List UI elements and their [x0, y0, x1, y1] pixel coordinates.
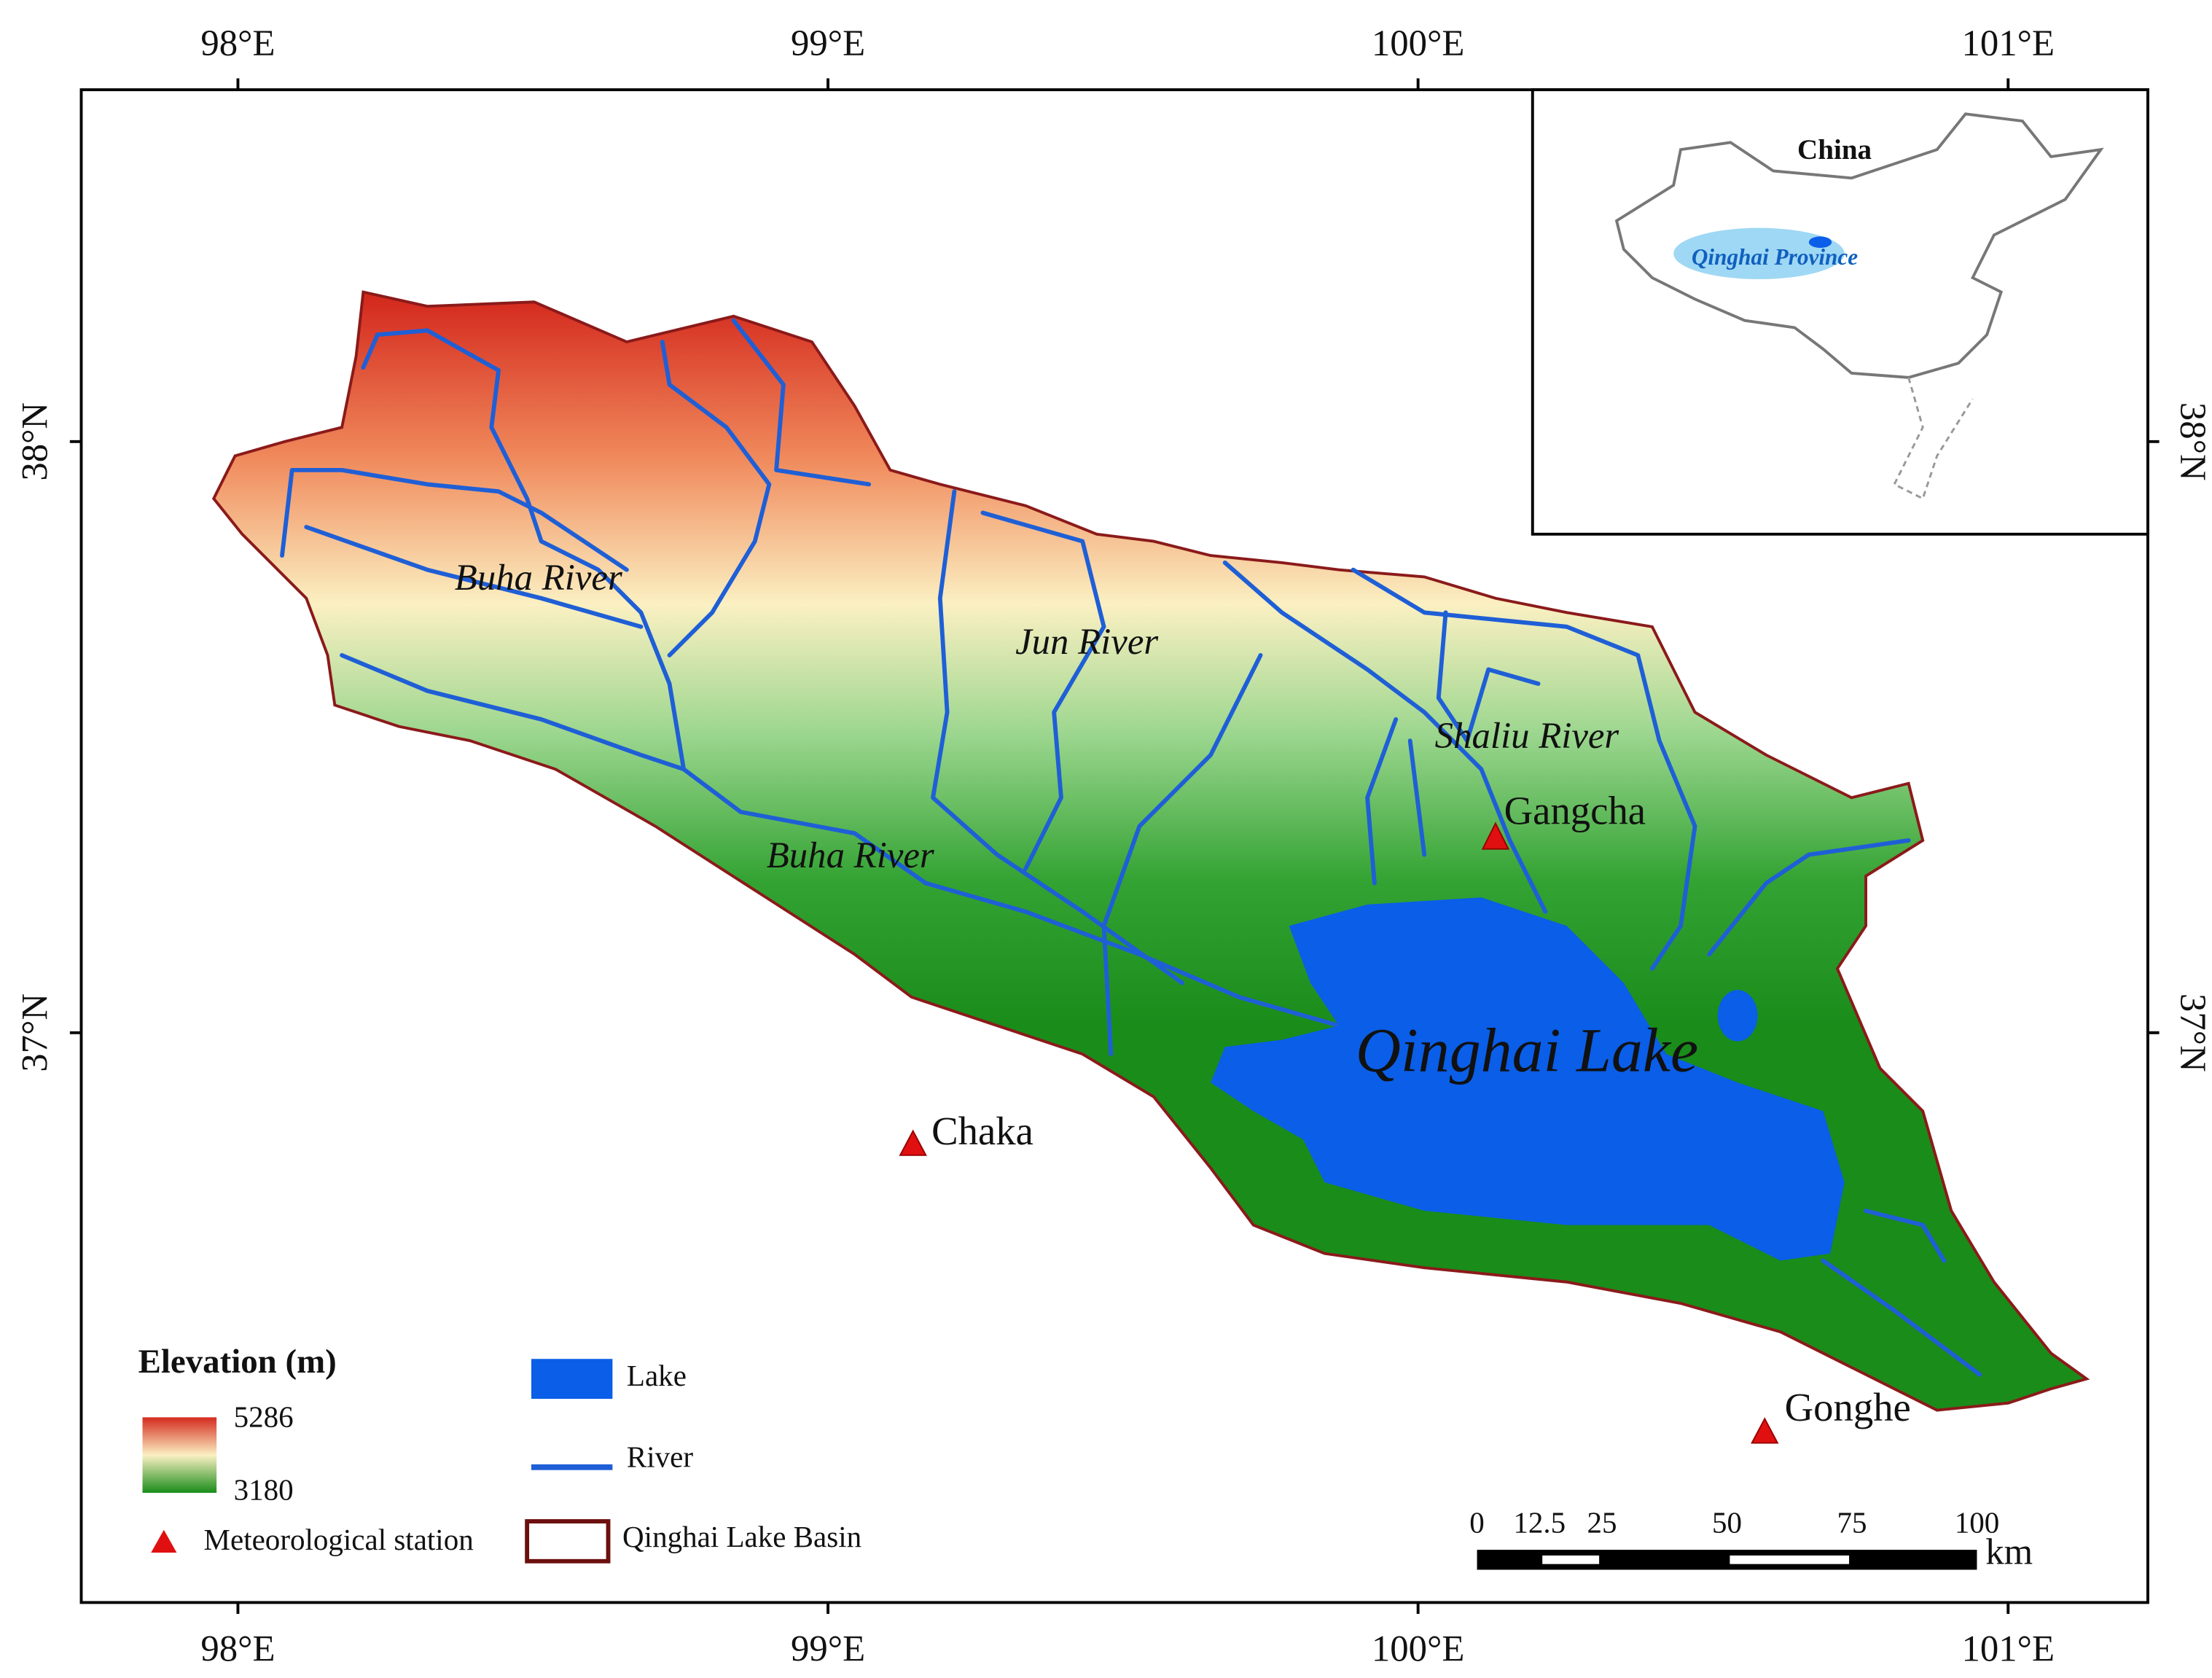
- station-marker: [1481, 822, 1510, 850]
- scale-label: 12.5: [1513, 1505, 1566, 1539]
- islands: [1893, 377, 1974, 501]
- legend-river: River: [627, 1440, 693, 1473]
- longitude-label: 99°E: [791, 1628, 865, 1669]
- longitude-label: 100°E: [1372, 1628, 1465, 1669]
- station-marker: [899, 1129, 927, 1156]
- river-label: Shaliu River: [1435, 715, 1619, 756]
- legend-station: Meteorological station: [204, 1523, 474, 1556]
- latitude-label: 37°N: [2173, 994, 2212, 1072]
- station-label: Gonghe: [1785, 1385, 1911, 1429]
- station-label: Chaka: [931, 1109, 1033, 1153]
- legend-title: Elevation (m): [138, 1343, 337, 1381]
- inset-map: China Qinghai Province: [1531, 88, 2149, 536]
- latitude-label: 38°N: [15, 402, 55, 481]
- longitude-label: 101°E: [1961, 23, 2055, 63]
- scale-label: 75: [1837, 1505, 1867, 1539]
- longitude-label: 99°E: [791, 23, 865, 63]
- longitude-label: 98°E: [200, 1628, 275, 1669]
- station-label: Gangcha: [1504, 788, 1646, 832]
- scale-bar: km 0 12.5 25 50 75 100: [1469, 1505, 2033, 1572]
- elevation-max: 5286: [234, 1400, 294, 1434]
- station-marker: [1751, 1417, 1779, 1444]
- scale-unit: km: [1985, 1531, 2033, 1572]
- legend-basin: Qinghai Lake Basin: [622, 1520, 861, 1553]
- scale-bar-segment: [1542, 1555, 1600, 1564]
- legend: Elevation (m) 5286 3180 Meteorological s…: [138, 1343, 861, 1564]
- scale-label: 0: [1469, 1505, 1485, 1539]
- rivers: [280, 318, 1982, 1377]
- china-outline: [1614, 112, 2104, 379]
- river-label: Buha River: [767, 835, 934, 875]
- scale-bar-segment: [1730, 1555, 1850, 1564]
- inset-country: China: [1797, 134, 1872, 165]
- latitude-label: 38°N: [2173, 402, 2212, 481]
- longitude-label: 101°E: [1961, 1628, 2055, 1669]
- lake: [1211, 897, 1845, 1261]
- qinghai-province: [1673, 227, 1845, 280]
- legend-lake: Lake: [627, 1359, 687, 1392]
- inset-province: Qinghai Province: [1692, 244, 1858, 270]
- station-swatch: [151, 1529, 177, 1553]
- lake-label: Qinghai Lake: [1356, 1015, 1698, 1085]
- longitude-label: 100°E: [1372, 23, 1465, 63]
- scale-label: 50: [1712, 1505, 1742, 1539]
- inset-frame: [1531, 88, 2149, 536]
- scale-label: 25: [1587, 1505, 1617, 1539]
- lake-swatch: [531, 1359, 613, 1399]
- small-lake: [1717, 990, 1758, 1042]
- elevation-min: 3180: [234, 1472, 294, 1506]
- basin-swatch: [525, 1519, 611, 1564]
- longitude-label: 98°E: [200, 23, 275, 63]
- latitude-label: 37°N: [15, 994, 55, 1072]
- river-label: Jun River: [1015, 621, 1158, 662]
- qinghai-lake-dot: [1808, 236, 1832, 249]
- scale-label: 100: [1955, 1505, 2000, 1539]
- elevation-swatch: [142, 1417, 217, 1493]
- river-label: Buha River: [455, 557, 622, 598]
